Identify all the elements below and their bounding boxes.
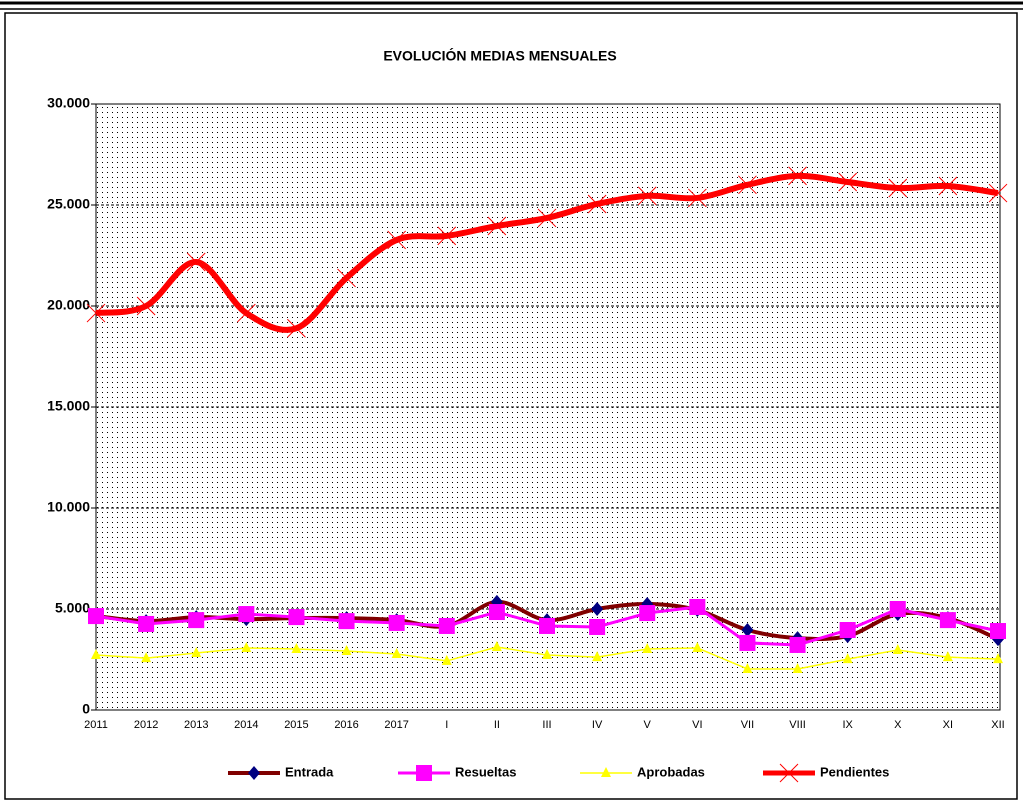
y-tick-label: 15.000 [47,398,90,414]
x-tick-label: 2011 [84,719,108,731]
marker [437,226,457,246]
legend-marker [416,765,432,781]
marker [186,252,206,272]
legend-label: Entrada [285,764,334,779]
marker [642,642,653,653]
y-tick-label: 0 [82,701,90,717]
marker [589,618,606,635]
marker [191,647,202,658]
marker [988,183,1008,203]
marker [391,648,402,659]
marker [338,613,355,630]
marker [889,601,906,617]
legend-label: Pendientes [820,764,889,779]
marker [341,645,352,656]
marker [287,318,306,338]
y-tick-label: 10.000 [47,499,90,515]
marker [892,644,903,655]
chart-title: EVOLUCIÓN MEDIAS MENSUALES [383,47,616,64]
x-tick-label: 2016 [334,719,358,731]
legend-label: Aprobadas [637,764,705,779]
marker [591,602,604,616]
legend-marker [248,766,260,780]
marker [136,296,156,316]
marker [86,303,106,323]
marker [587,194,607,214]
x-tick-label: VI [692,719,702,731]
marker [241,641,252,652]
marker [993,653,1003,664]
marker [438,617,455,634]
marker [838,172,858,192]
marker [537,208,557,228]
x-tick-label: V [644,719,652,731]
x-tick-label: XII [991,719,1004,731]
x-tick-label: XI [943,719,953,731]
marker [939,612,956,629]
marker [742,662,753,673]
marker [387,230,407,250]
marker [839,622,856,639]
marker [689,598,706,615]
marker [738,175,757,195]
marker [692,641,703,652]
marker [592,651,603,662]
marker [488,604,505,621]
marker [639,605,656,622]
x-tick-label: I [445,719,448,731]
x-tick-label: IX [842,719,853,731]
marker [539,617,555,634]
marker [188,612,205,629]
marker [91,649,101,660]
marker [141,652,152,663]
marker [288,609,305,626]
marker [441,654,452,665]
marker [788,166,807,186]
marker [990,623,1006,640]
x-tick-label: VIII [789,719,806,731]
x-tick-label: III [542,719,551,731]
marker [888,178,908,198]
marker [291,642,302,653]
marker [138,615,155,632]
marker [238,606,255,623]
marker [741,623,754,638]
marker [236,303,256,323]
x-tick-label: 2012 [134,719,158,731]
x-tick-label: II [494,719,500,731]
y-tick-label: 20.000 [47,297,90,313]
x-tick-label: 2017 [384,719,408,731]
x-tick-label: IV [592,719,603,731]
marker [739,634,756,651]
marker [487,216,507,236]
legend-marker [601,767,611,777]
x-tick-label: VII [741,719,754,731]
marker [942,651,953,662]
x-tick-label: 2013 [184,719,208,731]
marker [337,268,356,288]
x-tick-label: 2015 [284,719,308,731]
x-tick-label: 2014 [234,719,258,731]
marker [792,662,803,673]
marker [938,176,958,196]
y-tick-label: 30.000 [47,95,90,111]
x-tick-label: X [894,719,902,731]
marker [388,614,405,631]
marker [789,636,806,653]
marker [88,608,104,625]
y-tick-label: 25.000 [47,196,90,212]
legend-label: Resueltas [455,764,516,779]
marker [542,649,552,660]
y-tick-label: 5.000 [55,600,90,616]
marker [491,640,502,651]
marker [842,653,853,664]
marker [637,186,657,206]
legend-marker [779,763,799,783]
marker [687,188,707,208]
